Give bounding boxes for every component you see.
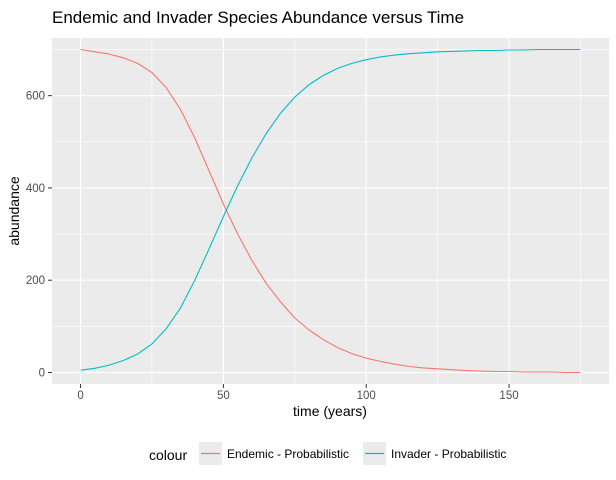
x-axis-title: time (years) bbox=[293, 403, 367, 419]
y-tick-label: 200 bbox=[26, 275, 45, 287]
x-tick-label: 50 bbox=[217, 390, 230, 402]
series-lines bbox=[80, 48, 581, 374]
chart-title: Endemic and Invader Species Abundance ve… bbox=[52, 8, 464, 27]
y-axis-title: abundance bbox=[6, 176, 22, 246]
major-gridlines bbox=[52, 38, 609, 384]
legend-title: colour bbox=[149, 447, 187, 463]
plot-panel bbox=[52, 38, 609, 384]
legend-label-invader: Invader - Probabilistic bbox=[391, 447, 506, 461]
legend: colour Endemic - Probabilistic Invader - … bbox=[149, 442, 506, 465]
x-tick-label: 150 bbox=[499, 390, 518, 402]
y-tick-label: 600 bbox=[26, 91, 45, 103]
series-line-invader bbox=[80, 48, 581, 371]
x-tick-label: 100 bbox=[357, 390, 376, 402]
series-line-endemic bbox=[80, 48, 581, 374]
legend-label-endemic: Endemic - Probabilistic bbox=[227, 447, 349, 461]
x-tick-label: 0 bbox=[77, 390, 83, 402]
y-tick-label: 400 bbox=[26, 183, 45, 195]
y-axis: 0 200 400 600 bbox=[26, 91, 52, 379]
x-axis: 0 50 100 150 bbox=[77, 384, 519, 402]
y-tick-label: 0 bbox=[39, 367, 45, 379]
